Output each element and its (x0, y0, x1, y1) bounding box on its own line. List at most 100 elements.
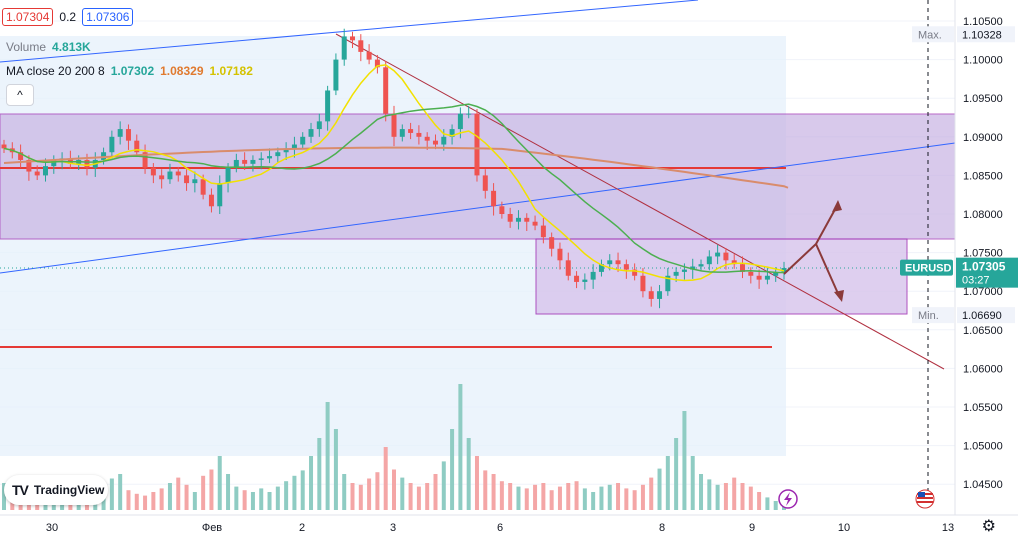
price-tick-label: 1.09000 (963, 132, 1003, 144)
volume-bar (275, 486, 280, 510)
candle-body (715, 252, 721, 257)
channel-top-line (0, 0, 699, 63)
candle-body (632, 269, 638, 276)
price-tick-label: 1.10500 (963, 16, 1003, 28)
volume-bar (433, 474, 438, 510)
price-axis-bg (955, 0, 1018, 515)
buy-price-box[interactable]: 1.07306 (82, 8, 134, 26)
spread-value: 0.2 (59, 10, 77, 24)
candle-body (731, 260, 737, 265)
volume-bar (599, 486, 604, 510)
tradingview-logo[interactable]: TV TradingView (4, 475, 108, 505)
ma200-value: 1.08329 (160, 64, 204, 78)
volume-bars (2, 384, 786, 510)
volume-bar (358, 484, 363, 510)
volume-bar (649, 477, 654, 510)
price-tick-label: 1.05500 (963, 402, 1003, 414)
volume-bar (400, 477, 405, 510)
volume-bar (657, 468, 662, 510)
volume-bar (483, 470, 488, 510)
forecast-arrow-down (815, 243, 841, 299)
candle-body (499, 206, 505, 214)
volume-bar (723, 483, 728, 510)
collapse-legend-button[interactable]: ^ (6, 84, 34, 106)
candle-body (358, 40, 364, 52)
volume-bar (201, 475, 206, 510)
volume-bar (665, 456, 670, 510)
ma-legend: MA close 20 200 8 1.07302 1.08329 1.0718… (6, 64, 259, 78)
candle-body (681, 269, 687, 272)
volume-label: Volume (6, 40, 47, 54)
volume-bar (242, 490, 247, 510)
candle-body (590, 271, 596, 280)
volume-bar (690, 456, 695, 510)
volume-bar (317, 438, 322, 510)
candle-body (507, 214, 513, 222)
candle-body (416, 132, 422, 137)
candle-body (341, 36, 347, 60)
candle-body (200, 179, 206, 195)
date-tick-label: 9 (749, 522, 755, 534)
max-tag-label: Max. (918, 29, 942, 41)
volume-bar (574, 481, 579, 510)
candle-body (424, 136, 430, 141)
volume-bar (533, 484, 538, 510)
volume-bar (109, 478, 114, 510)
candle-body (748, 271, 754, 276)
candle-body (242, 159, 248, 164)
volume-bar (707, 479, 712, 510)
lightning-icon[interactable] (778, 489, 798, 509)
volume-bar (176, 477, 181, 510)
candle-body (134, 140, 140, 153)
candle-body (316, 121, 322, 130)
candle-body (491, 190, 497, 207)
sell-price-box[interactable]: 1.07304 (2, 8, 54, 26)
volume-bar (367, 478, 372, 510)
candle-body (532, 221, 538, 226)
candle-body (515, 217, 521, 222)
candle-body (125, 129, 131, 141)
min-value-label: 1.06690 (962, 310, 1002, 322)
candle-body (764, 275, 770, 280)
price-tick-label: 1.08500 (963, 170, 1003, 182)
current-price-badge-bg (956, 257, 1018, 288)
candle-body (300, 136, 306, 145)
volume-bar (624, 488, 629, 510)
volume-bar (632, 490, 637, 510)
volume-bar (392, 469, 396, 510)
volume-bar (118, 474, 123, 510)
volume-bar (616, 483, 621, 510)
candle-body (42, 166, 48, 176)
volume-bar (765, 497, 770, 510)
candle-body (457, 113, 463, 130)
candle-body (474, 113, 480, 176)
ma-label: MA close 20 200 8 (6, 64, 105, 78)
price-header: 1.07304 0.2 1.07306 (2, 8, 134, 26)
min-value-bg (957, 307, 1015, 324)
price-tick-label: 1.07000 (963, 286, 1003, 298)
volume-bar (383, 447, 388, 510)
volume-bar (508, 483, 513, 510)
candle-body (308, 129, 314, 137)
trend-line (335, 33, 945, 370)
volume-bar (458, 384, 463, 510)
volume-bar (217, 456, 222, 510)
arrow-head-up (832, 200, 842, 212)
settings-gear-icon[interactable]: ⚙ (981, 518, 996, 535)
date-tick-label: 13 (942, 522, 954, 534)
volume-bar (333, 429, 338, 510)
candle-body (26, 159, 32, 172)
candle-body (399, 129, 405, 137)
channel-bottom-line (0, 142, 956, 274)
forecast-arrows (783, 200, 844, 302)
candle-body (432, 140, 438, 145)
us-flag-icon[interactable] (915, 489, 935, 509)
volume-bar (159, 488, 164, 510)
candle-body (84, 159, 90, 168)
candle-body (582, 279, 588, 282)
volume-bar (748, 486, 753, 510)
candle-body (275, 152, 281, 157)
volume-bar (284, 481, 289, 510)
tradingview-logo-text: TradingView (33, 483, 105, 497)
